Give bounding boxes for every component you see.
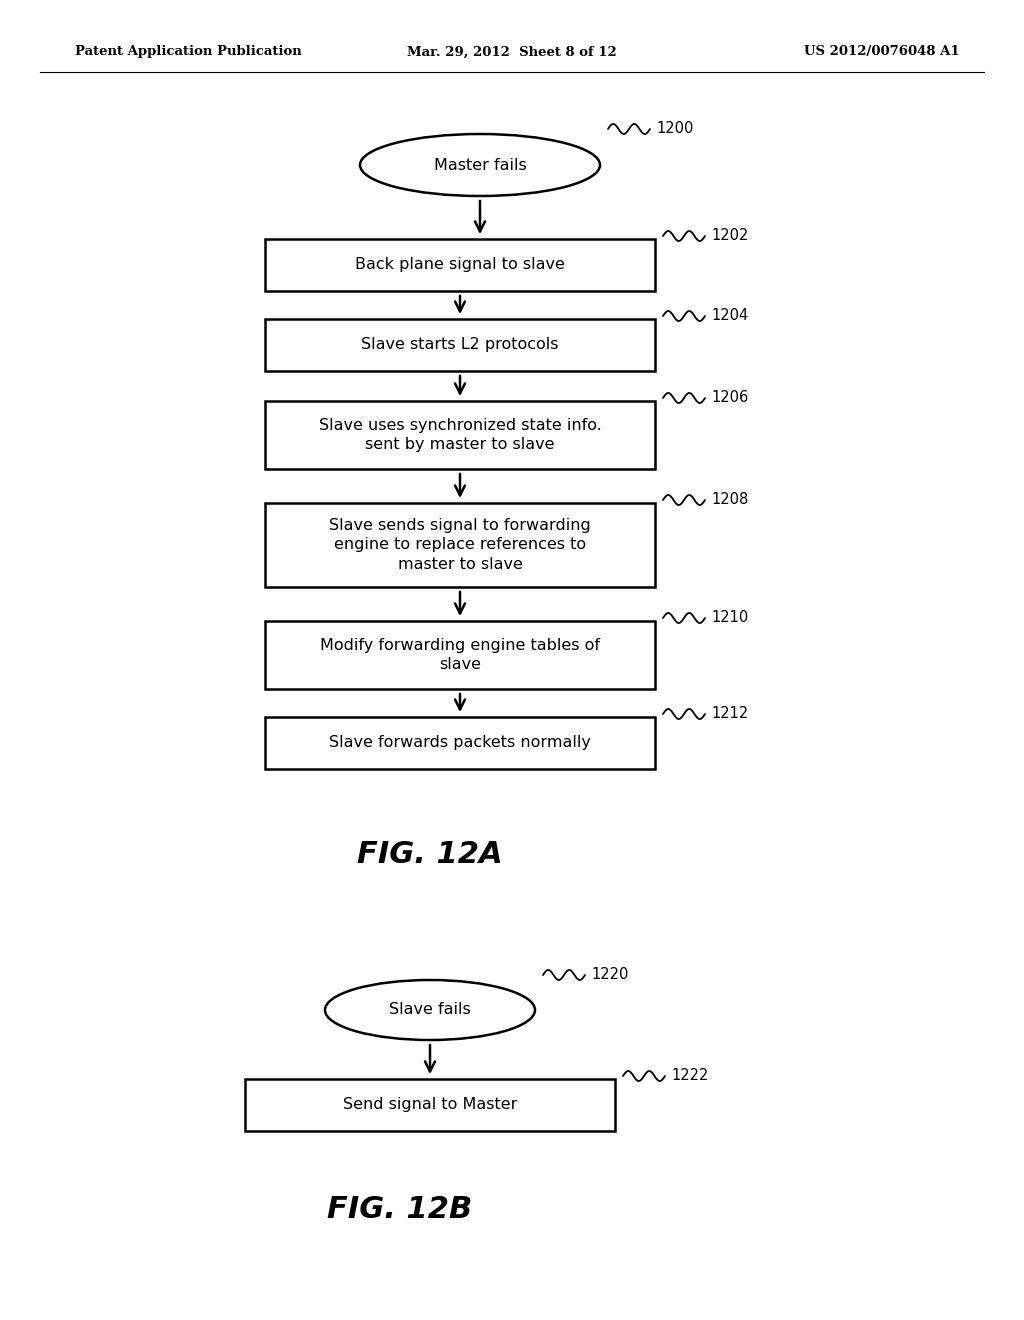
Text: FIG. 12A: FIG. 12A [357,840,503,869]
Text: Back plane signal to slave: Back plane signal to slave [355,257,565,272]
Text: US 2012/0076048 A1: US 2012/0076048 A1 [805,45,961,58]
Text: 1204: 1204 [711,308,749,323]
Text: 1200: 1200 [656,121,693,136]
Bar [265,239,655,290]
Bar [265,503,655,587]
Bar [265,319,655,371]
Bar [265,401,655,469]
Text: Patent Application Publication: Patent Application Publication [75,45,302,58]
Text: Slave uses synchronized state info.
sent by master to slave: Slave uses synchronized state info. sent… [318,417,601,453]
Text: Slave forwards packets normally: Slave forwards packets normally [329,735,591,751]
Text: Modify forwarding engine tables of
slave: Modify forwarding engine tables of slave [319,638,600,672]
Text: Slave fails: Slave fails [389,1002,471,1018]
Text: 1210: 1210 [711,610,749,624]
Text: Mar. 29, 2012  Sheet 8 of 12: Mar. 29, 2012 Sheet 8 of 12 [408,45,616,58]
Bar [265,620,655,689]
Bar [245,1078,615,1131]
Text: Master fails: Master fails [433,157,526,173]
Text: 1220: 1220 [591,968,629,982]
Text: 1208: 1208 [711,492,749,507]
Bar [265,717,655,770]
Text: 1206: 1206 [711,389,749,405]
Text: Slave sends signal to forwarding
engine to replace references to
master to slave: Slave sends signal to forwarding engine … [329,517,591,573]
Text: 1222: 1222 [671,1068,709,1082]
Text: 1212: 1212 [711,706,749,721]
Text: Slave starts L2 protocols: Slave starts L2 protocols [361,338,559,352]
Text: 1202: 1202 [711,228,749,243]
Text: FIG. 12B: FIG. 12B [328,1195,473,1224]
Text: Send signal to Master: Send signal to Master [343,1097,517,1113]
